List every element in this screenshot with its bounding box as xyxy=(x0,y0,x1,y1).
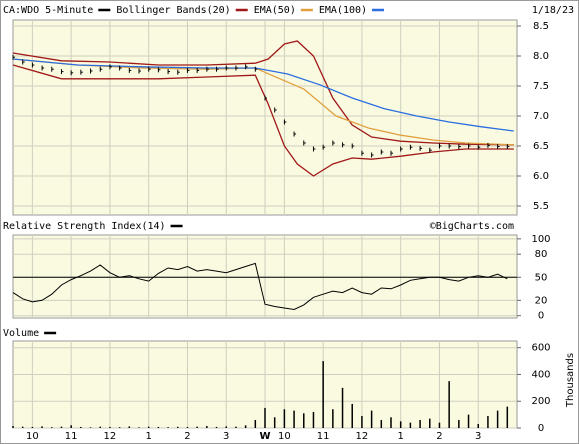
volume-bar xyxy=(506,406,509,428)
legend-label: Bollinger Bands(20) xyxy=(116,5,230,16)
y-tick-label: 100 xyxy=(531,234,550,245)
x-tick-label: 2 xyxy=(184,431,190,442)
volume-bar xyxy=(41,426,43,428)
ema-line xyxy=(12,58,514,132)
volume-bar xyxy=(51,427,53,428)
y-tick-label: 7.0 xyxy=(533,111,549,122)
x-tick-label: 12 xyxy=(356,431,369,442)
y-tick-label: 0 xyxy=(538,311,544,322)
volume-title: Volume xyxy=(3,328,39,339)
volume-bar xyxy=(157,426,160,428)
y-tick-label: 20 xyxy=(535,295,548,306)
y-tick-label: 80 xyxy=(535,249,548,260)
volume-bar xyxy=(341,387,344,428)
ema-line xyxy=(12,58,514,146)
volume-bar xyxy=(167,427,169,428)
x-tick-label: 2 xyxy=(436,431,442,442)
rsi-title: Relative Strength Index(14) xyxy=(3,221,166,232)
volume-bar xyxy=(109,426,111,428)
x-tick-label: 11 xyxy=(317,431,330,442)
volume-bar xyxy=(128,426,131,428)
legend-label: CA:WDO 5-Minute xyxy=(3,5,93,16)
volume-bar xyxy=(380,419,383,428)
volume-bar xyxy=(399,421,402,428)
volume-bar xyxy=(244,425,247,428)
volume-bar xyxy=(458,419,460,428)
y-tick-label: 7.5 xyxy=(533,81,549,92)
volume-bar xyxy=(419,419,421,428)
volume-bar xyxy=(467,414,470,428)
volume-bar xyxy=(206,425,208,428)
y-tick-label: 6.5 xyxy=(533,141,549,152)
x-tick-label: W xyxy=(259,431,270,442)
volume-bar xyxy=(303,413,305,428)
volume-bar xyxy=(235,426,237,428)
volume-axis-label: Thousands xyxy=(565,353,576,408)
volume-bar xyxy=(60,426,63,428)
volume-bar xyxy=(215,426,218,428)
volume-bar xyxy=(147,426,150,428)
volume-bar xyxy=(31,426,34,428)
chart-date: 1/18/23 xyxy=(532,5,574,16)
volume-bar xyxy=(225,426,227,428)
volume-bar xyxy=(438,422,441,428)
volume-bar xyxy=(138,427,140,428)
bollinger-lower xyxy=(12,64,514,177)
y-tick-label: 8.5 xyxy=(533,21,549,32)
volume-bar xyxy=(361,415,363,428)
y-tick-label: 200 xyxy=(531,396,550,407)
volume-bar xyxy=(370,410,373,428)
x-tick-label: 1 xyxy=(398,431,404,442)
volume-bar xyxy=(487,415,489,428)
volume-bar xyxy=(70,425,72,428)
rsi-line xyxy=(12,262,508,311)
volume-bar xyxy=(409,422,412,428)
volume-bar xyxy=(89,427,92,428)
y-tick-label: 5.5 xyxy=(533,201,549,212)
volume-bar xyxy=(293,410,295,428)
y-tick-label: 8.0 xyxy=(533,51,549,62)
y-tick-label: 6.0 xyxy=(533,171,549,182)
volume-bar xyxy=(312,411,315,428)
volume-bar xyxy=(496,410,499,428)
volume-bar xyxy=(322,361,324,428)
volume-bar xyxy=(80,426,82,428)
y-tick-label: 600 xyxy=(531,343,550,354)
volume-bar xyxy=(429,418,431,428)
x-tick-label: 3 xyxy=(475,431,481,442)
x-tick-label: 12 xyxy=(104,431,117,442)
volume-bar xyxy=(254,419,257,428)
volume-bar xyxy=(283,409,286,428)
volume-bar xyxy=(12,425,14,428)
volume-bar xyxy=(99,426,101,428)
volume-bar xyxy=(448,381,450,428)
y-tick-label: 0 xyxy=(538,423,544,434)
volume-bar xyxy=(477,423,479,428)
volume-bar xyxy=(118,427,121,428)
y-tick-label: 50 xyxy=(535,272,548,283)
x-tick-label: 1 xyxy=(146,431,152,442)
volume-bar xyxy=(390,417,392,428)
volume-bar xyxy=(351,403,353,428)
x-tick-label: 10 xyxy=(26,431,39,442)
bollinger-upper xyxy=(12,40,514,146)
x-tick-label: 3 xyxy=(223,431,229,442)
legend-label: EMA(100) xyxy=(319,5,367,16)
credit: ©BigCharts.com xyxy=(430,221,514,232)
volume-bar xyxy=(273,417,276,428)
x-tick-label: 10 xyxy=(278,431,291,442)
x-tick-label: 11 xyxy=(65,431,78,442)
volume-bar xyxy=(177,426,179,428)
volume-bar xyxy=(21,426,24,428)
volume-bar xyxy=(186,427,189,428)
volume-bar xyxy=(332,409,334,428)
legend-label: EMA(50) xyxy=(254,5,296,16)
y-tick-label: 400 xyxy=(531,369,550,380)
volume-bar xyxy=(196,426,198,428)
volume-bar xyxy=(264,407,266,428)
